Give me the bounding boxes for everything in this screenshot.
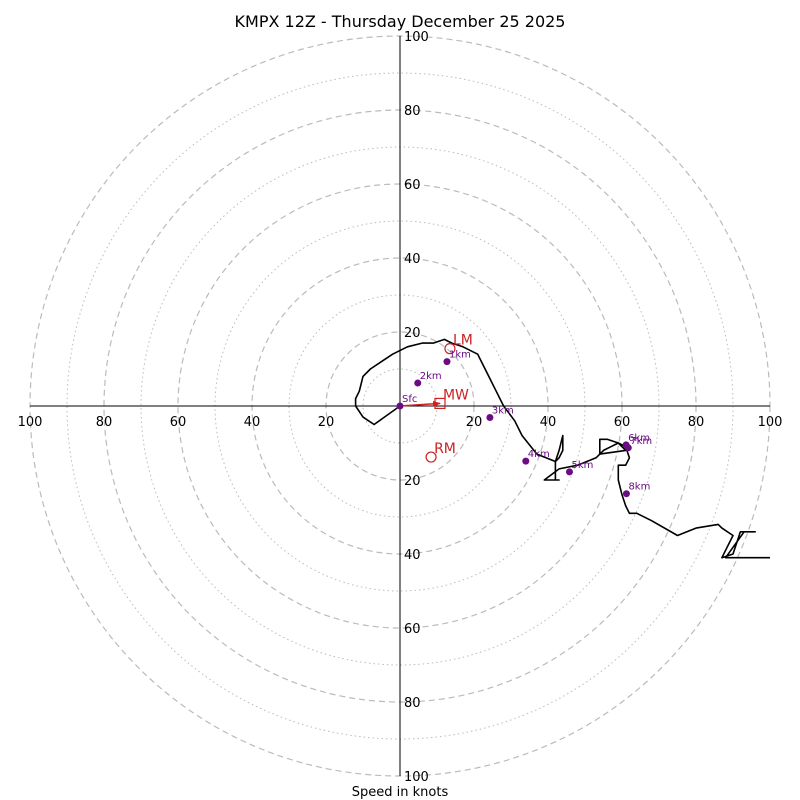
rm-label: RM: [434, 441, 456, 457]
height-label-1km: 1km: [449, 350, 471, 361]
height-label-6km: 6km: [628, 433, 650, 444]
y-tick-label: 40: [404, 548, 421, 563]
height-label-sfc: Sfc: [402, 394, 417, 405]
height-label-7km: 7km: [630, 436, 652, 447]
x-tick-label: 60: [170, 415, 187, 430]
height-marker-7km: [624, 444, 632, 452]
y-tick-label: 80: [404, 696, 421, 711]
y-tick-label: 60: [404, 178, 421, 193]
y-tick-label: 40: [404, 252, 421, 267]
height-marker-8km: [622, 490, 630, 498]
height-label-4km: 4km: [528, 449, 550, 460]
x-tick-label: 100: [758, 415, 783, 430]
y-tick-label: 20: [404, 326, 421, 341]
tick-labels: 100 100 100 100 80 80 80 80 60 60 60 60 40 40 40 40 20 20…: [18, 30, 783, 785]
wind-trace-line: [354, 338, 770, 559]
hodograph-trace: [354, 338, 770, 559]
lm-label: LM: [453, 333, 473, 349]
storm-motion-vector: [399, 400, 441, 407]
x-tick-label: 80: [96, 415, 113, 430]
height-marker-sfc: [396, 402, 404, 410]
rm-marker: [425, 451, 437, 463]
y-tick-label: 60: [404, 622, 421, 637]
x-tick-label: 60: [614, 415, 631, 430]
x-axis-label: Speed in knots: [352, 785, 449, 800]
height-marker-1km: [443, 358, 451, 366]
y-tick-label: 80: [404, 104, 421, 119]
storm-motion-layer: LM MW RM: [399, 333, 473, 463]
height-marker-3km: [486, 413, 494, 421]
x-tick-label: 20: [466, 415, 483, 430]
y-tick-label: 100: [404, 30, 429, 45]
mw-label: MW: [443, 387, 469, 403]
x-tick-label: 40: [244, 415, 261, 430]
height-label-8km: 8km: [628, 482, 650, 493]
lm-marker: [444, 343, 456, 355]
x-tick-label: 80: [688, 415, 705, 430]
height-label-2km: 2km: [420, 371, 442, 382]
height-marker-2km: [414, 379, 422, 387]
height-label-3km: 3km: [492, 405, 514, 416]
height-marker-5km: [565, 468, 573, 476]
height-marker-4km: [522, 457, 530, 465]
chart-title: KMPX 12Z - Thursday December 25 2025: [235, 12, 566, 31]
x-tick-label: 40: [540, 415, 557, 430]
x-tick-label: 20: [318, 415, 335, 430]
mw-marker: [434, 397, 446, 410]
y-tick-label: 20: [404, 474, 421, 489]
height-label-5km: 5km: [571, 460, 593, 471]
y-tick-label: 100: [404, 770, 429, 785]
x-tick-label: 100: [18, 415, 43, 430]
